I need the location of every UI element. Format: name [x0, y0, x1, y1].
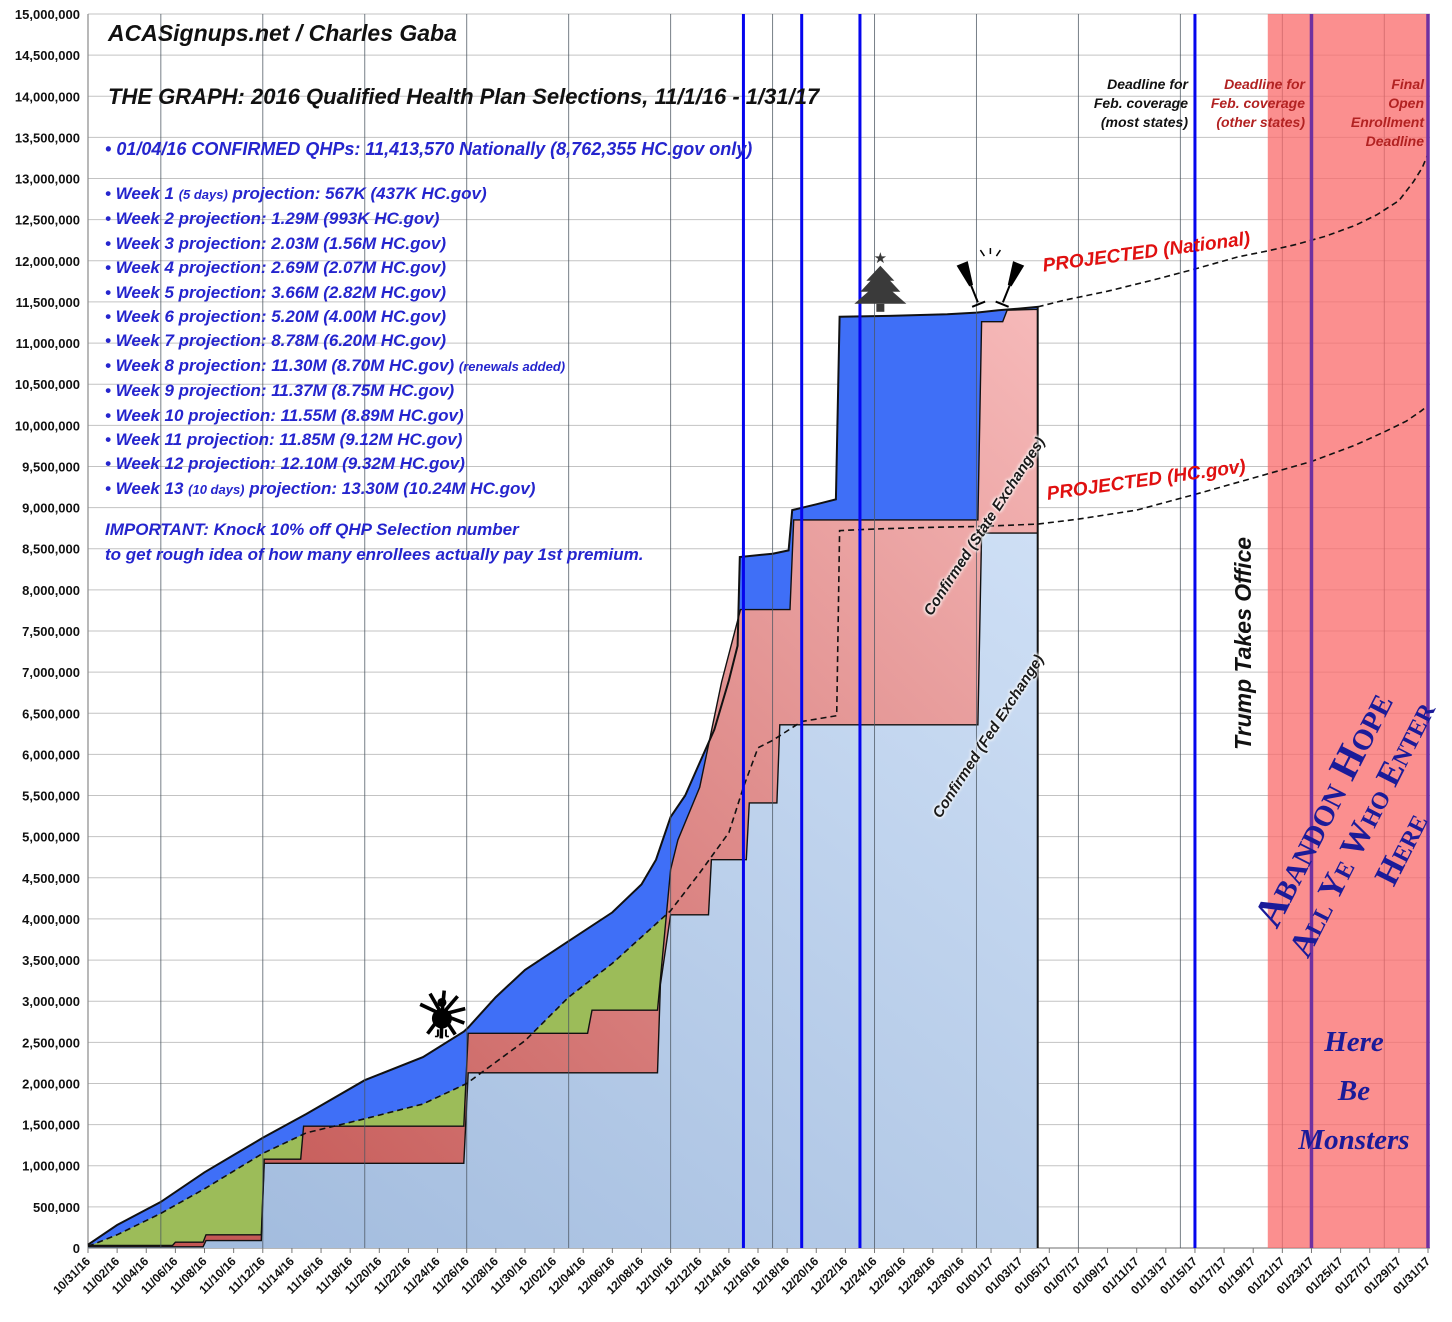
svg-text:9,000,000: 9,000,000	[22, 501, 80, 516]
svg-text:7,500,000: 7,500,000	[22, 624, 80, 639]
state-confirmed-outline	[88, 308, 1039, 1248]
national-projected-dashed-line	[1037, 153, 1429, 308]
week-projection-item: • Week 10 projection: 11.55M (8.89M HC.g…	[105, 405, 464, 425]
svg-text:0: 0	[73, 1241, 80, 1256]
thanksgiving-turkey-icon	[419, 990, 466, 1039]
svg-text:3,500,000: 3,500,000	[22, 953, 80, 968]
svg-text:500,000: 500,000	[33, 1200, 80, 1215]
brand: ACASignups.net / Charles Gaba	[108, 20, 457, 46]
week-projection-item: • Week 2 projection: 1.29M (993K HC.gov)	[105, 209, 440, 229]
y-axis-labels: 0 500,000 1,000,000 1,500,000 2,000,000 2,500…	[15, 7, 80, 1256]
svg-text:3,000,000: 3,000,000	[22, 994, 80, 1009]
svg-text:5,000,000: 5,000,000	[22, 830, 80, 845]
week-projection-item: • Week 9 projection: 11.37M (8.75M HC.go…	[105, 381, 455, 401]
svg-text:6,000,000: 6,000,000	[22, 747, 80, 762]
svg-text:★: ★	[874, 250, 887, 267]
svg-text:13,500,000: 13,500,000	[15, 130, 80, 145]
page-title: THE GRAPH: 2016 Qualified Health Plan Se…	[108, 84, 820, 109]
svg-text:11,500,000: 11,500,000	[16, 295, 80, 310]
svg-text:15,000,000: 15,000,000	[15, 7, 80, 22]
week-projections-list: • Week 1 (5 days) projection: 567K (437K…	[105, 182, 565, 502]
svg-text:10,500,000: 10,500,000	[15, 377, 80, 392]
final-deadline-note: Final Open Enrollment Deadline	[1350, 76, 1424, 149]
week-projection-item: • Week 7 projection: 8.78M (6.20M HC.gov…	[105, 331, 446, 351]
here-be-monsters-label: Here Be Monsters	[1298, 1026, 1410, 1156]
hcgov-dashed-line	[87, 404, 1429, 1248]
week-projection-item: • Week 13 (10 days) projection: 13.30M (…	[105, 478, 536, 498]
svg-text:2,500,000: 2,500,000	[22, 1035, 80, 1050]
week-projection-item: • Week 8 projection: 11.30M (8.70M HC.go…	[105, 355, 566, 375]
danger-zone-overlay	[1267, 14, 1428, 1248]
svg-text:9,500,000: 9,500,000	[22, 459, 80, 474]
confirmed-total-note: • 01/04/16 CONFIRMED QHPs: 11,413,570 Na…	[105, 139, 753, 159]
week-projection-item: • Week 12 projection: 12.10M (9.32M HC.g…	[105, 454, 465, 474]
svg-text:8,000,000: 8,000,000	[22, 583, 80, 598]
week-projection-item: • Week 6 projection: 5.20M (4.00M HC.gov…	[105, 307, 446, 327]
x-axis-labels: 10/31/1611/02/1611/04/1611/06/1611/08/16…	[50, 1248, 1433, 1297]
week-projection-item: • Week 1 (5 days) projection: 567K (437K…	[105, 184, 487, 203]
week-projection-item: • Week 4 projection: 2.69M (2.07M HC.gov…	[105, 258, 446, 278]
svg-text:10,000,000: 10,000,000	[15, 418, 80, 433]
svg-text:6,500,000: 6,500,000	[22, 706, 80, 721]
svg-text:1,000,000: 1,000,000	[22, 1159, 80, 1174]
christmas-tree-icon: ★	[854, 250, 907, 312]
svg-text:14,500,000: 14,500,000	[15, 48, 80, 63]
svg-text:2,000,000: 2,000,000	[22, 1076, 80, 1091]
important-note: IMPORTANT: Knock 10% off QHP Selection n…	[105, 520, 644, 564]
svg-text:8,500,000: 8,500,000	[22, 542, 80, 557]
fed-confirmed-outline	[88, 532, 1039, 1248]
svg-text:13,000,000: 13,000,000	[15, 172, 80, 187]
week-projection-item: • Week 3 projection: 2.03M (1.56M HC.gov…	[105, 233, 446, 253]
svg-text:12,000,000: 12,000,000	[15, 254, 80, 269]
svg-text:11,000,000: 11,000,000	[16, 336, 80, 351]
svg-text:1,500,000: 1,500,000	[22, 1118, 80, 1133]
deadline-most-states-note: Deadline for Feb. coverage (most states)	[1093, 76, 1188, 130]
deadline-other-states-note: Deadline for Feb. coverage (other states)	[1210, 76, 1305, 130]
svg-text:4,000,000: 4,000,000	[22, 912, 80, 927]
week-projection-item: • Week 11 projection: 11.85M (9.12M HC.g…	[105, 430, 463, 450]
national-confirmed-line	[87, 305, 1039, 1248]
svg-text:4,500,000: 4,500,000	[22, 871, 80, 886]
svg-text:5,500,000: 5,500,000	[22, 789, 80, 804]
week-projection-item: • Week 5 projection: 3.66M (2.82M HC.gov…	[105, 282, 446, 302]
svg-text:12,500,000: 12,500,000	[15, 213, 80, 228]
new-years-champagne-icon	[956, 248, 1025, 308]
deadline-lines	[741, 14, 1430, 1248]
svg-text:14,000,000: 14,000,000	[15, 89, 80, 104]
svg-text:7,000,000: 7,000,000	[22, 665, 80, 680]
trump-takes-office-label: Trump Takes Office	[1230, 536, 1256, 750]
